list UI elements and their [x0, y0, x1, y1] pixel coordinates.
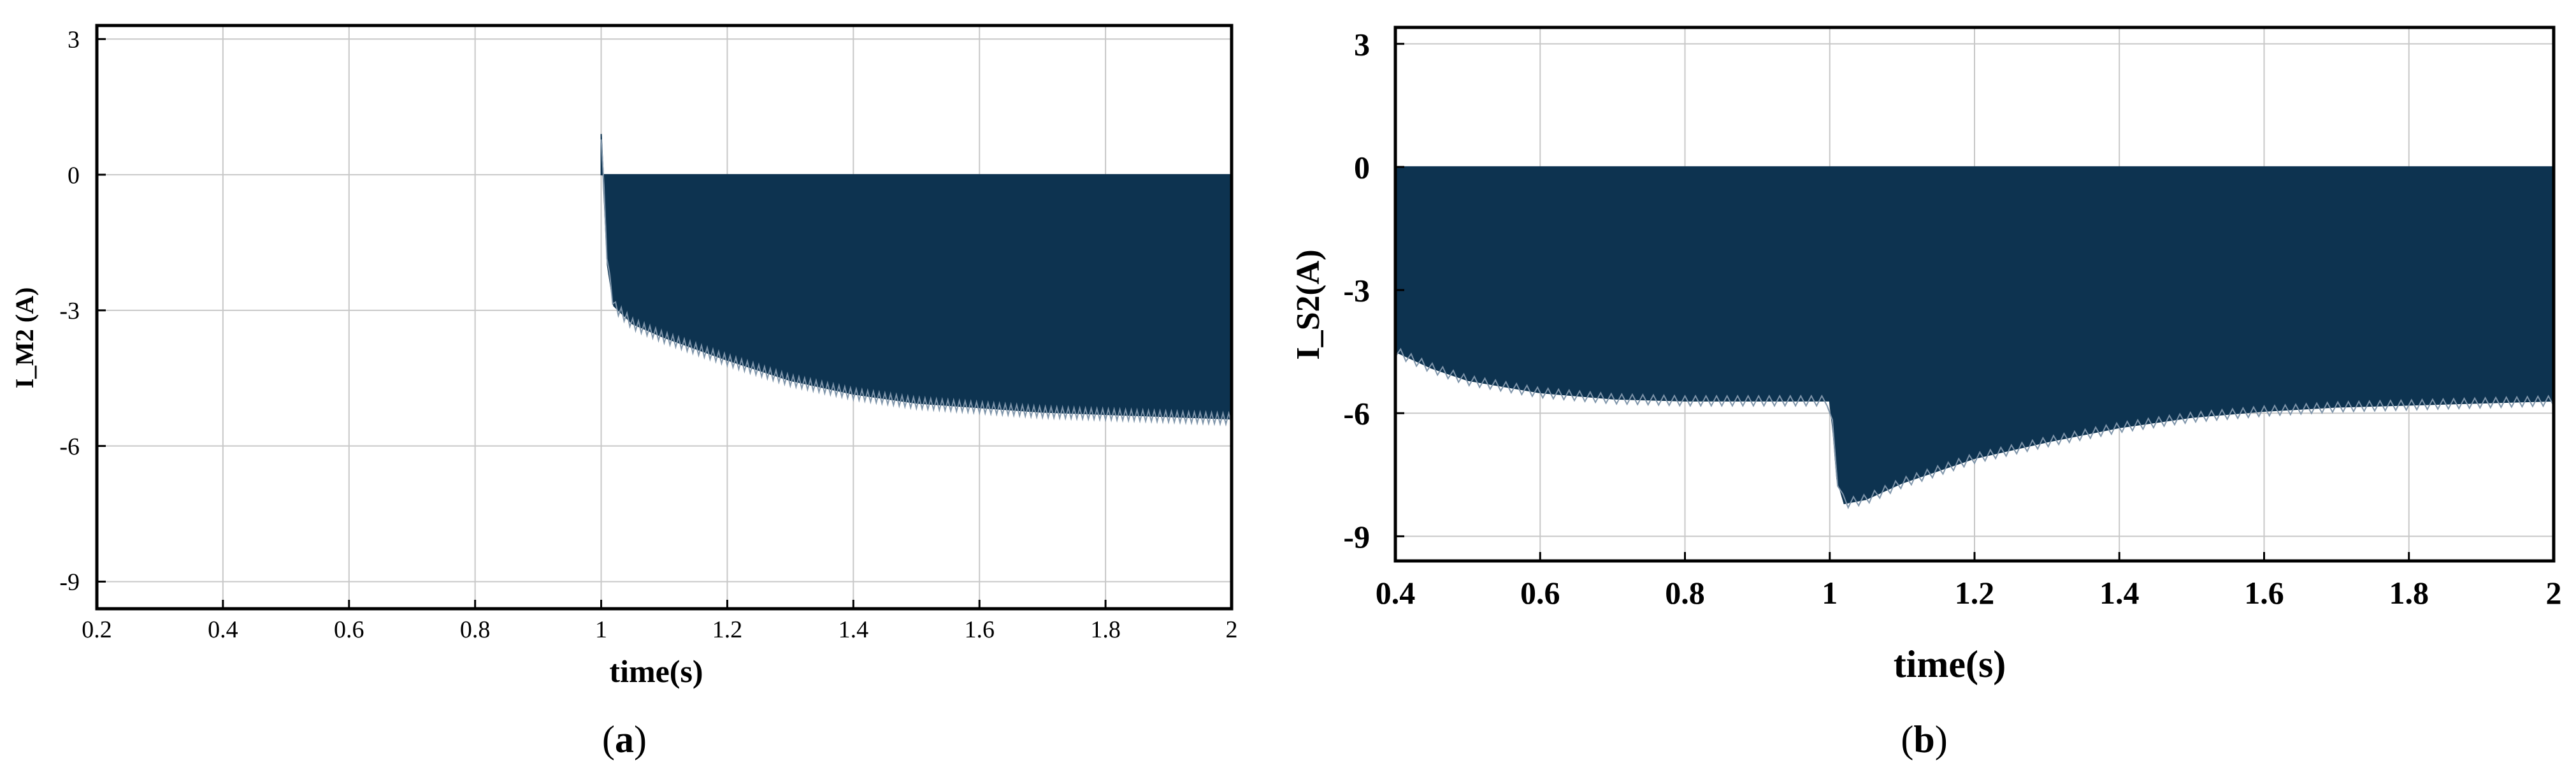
signal-ripple-a-0	[600, 139, 1232, 427]
xtick-label-a-9: 2	[1226, 616, 1238, 643]
xtick-label-b-6: 1.6	[2244, 575, 2284, 611]
plot-a: 0.2 0.4 0.6 0.8 1 1.2 1.4 1.6 1.8 2 3 0 -3 -6 -9	[59, 24, 1238, 643]
ytick-label-b-1: 0	[1354, 149, 1370, 185]
xlabel-b: time(s)	[1894, 643, 2006, 685]
xtick-label-b-8: 2	[2546, 575, 2562, 611]
xtick-label-a-0: 0.2	[82, 616, 112, 643]
caption-a: (a)	[602, 718, 647, 760]
ytick-label-a-0: 3	[68, 27, 80, 54]
plot-b: 0.4 0.6 0.8 1 1.2 1.4 1.6 1.8 2 3 0 -3 -6 -9	[1343, 25, 2562, 611]
ytick-label-b-4: -9	[1343, 519, 1370, 555]
ytick-label-b-2: -3	[1343, 273, 1370, 309]
xtick-label-b-1: 0.6	[1520, 575, 1560, 611]
axes-frame-a	[95, 24, 1234, 611]
ytick-label-b-0: 3	[1354, 26, 1370, 62]
xtick-label-b-4: 1.2	[1955, 575, 1995, 611]
xtick-label-a-8: 1.8	[1090, 616, 1121, 643]
ylabel-a: I_M2 (A)	[10, 287, 39, 389]
panel-b: I_S2(A) time(s) (b)	[1290, 249, 2006, 760]
signal-ripple-b-0	[1395, 347, 2554, 509]
ytick-label-a-1: 0	[68, 162, 80, 189]
xtick-label-b-3: 1	[1822, 575, 1838, 611]
xtick-label-a-2: 0.6	[334, 616, 364, 643]
xtick-label-a-3: 0.8	[460, 616, 491, 643]
xtick-label-a-7: 1.6	[964, 616, 995, 643]
ytick-label-a-4: -9	[59, 569, 80, 596]
ytick-label-a-2: -3	[59, 298, 80, 324]
caption-b: (b)	[1901, 718, 1947, 760]
xtick-label-a-6: 1.4	[838, 616, 869, 643]
ytick-label-b-3: -6	[1343, 396, 1370, 432]
xtick-label-b-0: 0.4	[1376, 575, 1416, 611]
xlabel-a: time(s)	[609, 653, 703, 689]
xtick-label-b-7: 1.8	[2389, 575, 2429, 611]
xtick-label-b-5: 1.4	[2099, 575, 2140, 611]
ytick-label-a-3: -6	[59, 433, 80, 460]
xtick-label-b-2: 0.8	[1665, 575, 1705, 611]
xtick-label-a-5: 1.2	[712, 616, 743, 643]
xtick-label-a-4: 1	[595, 616, 607, 643]
ylabel-b: I_S2(A)	[1290, 249, 1327, 360]
panel-a: I_M2 (A) time(s) (a)	[10, 287, 703, 760]
xtick-label-a-1: 0.4	[208, 616, 238, 643]
